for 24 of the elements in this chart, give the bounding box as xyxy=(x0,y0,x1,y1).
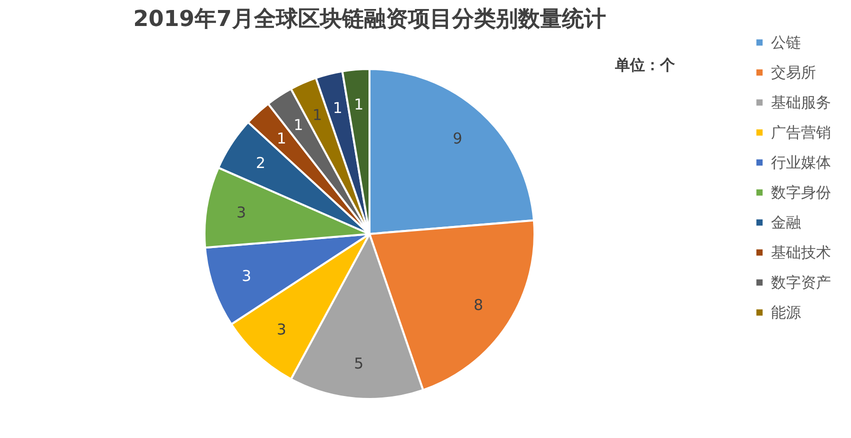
data-label: 3 xyxy=(276,320,286,339)
data-label: 3 xyxy=(236,204,246,222)
legend-label: 金融 xyxy=(771,214,801,232)
legend-label: 数字资产 xyxy=(771,274,831,292)
data-label: 8 xyxy=(474,296,484,314)
text: 单位：个 xyxy=(614,56,676,74)
legend-label: 能源 xyxy=(771,304,801,322)
data-label: 9 xyxy=(452,129,462,148)
legend-label: 行业媒体 xyxy=(771,154,831,172)
data-label: 1 xyxy=(276,129,286,148)
data-label: 1 xyxy=(312,106,322,124)
legend-label: 数字身份 xyxy=(771,184,831,202)
legend-label: 公链 xyxy=(771,34,801,52)
data-label: 1 xyxy=(332,98,342,117)
data-label: 1 xyxy=(354,95,364,114)
chart-title: 2019年7月全球区块链融资项目分类别数量统计 xyxy=(133,6,606,32)
data-label: 5 xyxy=(354,354,364,373)
data-label: 2 xyxy=(256,154,266,172)
data-label: 1 xyxy=(294,116,304,134)
legend-label: 基础技术 xyxy=(771,244,831,262)
legend-label: 基础服务 xyxy=(771,94,831,112)
legend-label: 交易所 xyxy=(771,64,816,82)
data-label: 3 xyxy=(242,267,252,286)
legend-label: 广告营销 xyxy=(771,124,831,142)
